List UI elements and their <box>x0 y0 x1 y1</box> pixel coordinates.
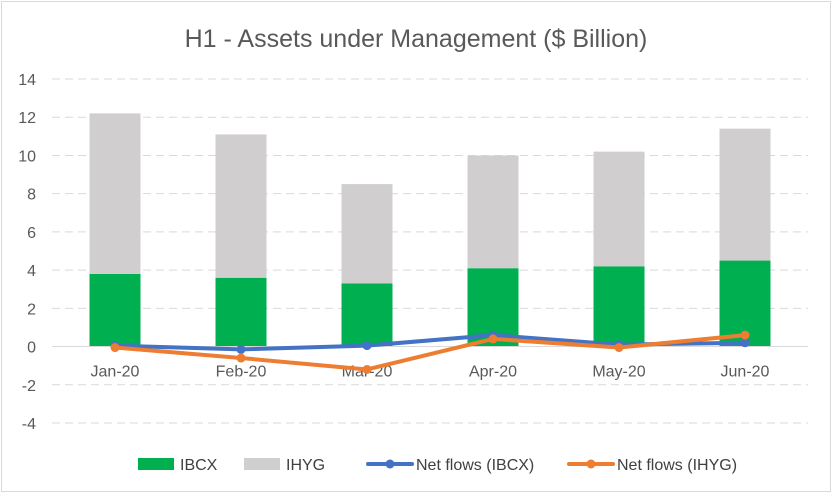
bar-ibcx <box>341 283 393 347</box>
bar-ihyg <box>215 134 267 278</box>
y-tick-label: 8 <box>27 187 36 204</box>
y-tick-label: 0 <box>27 340 36 357</box>
legend-label: IBCX <box>180 457 218 474</box>
bar-ihyg <box>341 184 393 284</box>
y-axis-ticks: -4 -2 0 2 4 6 8 10 12 14 <box>18 72 36 433</box>
bar-ihyg <box>719 128 771 261</box>
net-flow-lines <box>110 330 750 374</box>
line-net-flows-ihyg <box>113 333 747 372</box>
point-net-flows-ibcx <box>362 341 372 351</box>
x-tick-label: May-20 <box>592 364 645 381</box>
y-tick-label: 4 <box>27 263 36 280</box>
point-net-flows-ihyg <box>236 353 246 363</box>
legend-label: IHYG <box>286 457 325 474</box>
legend-swatch <box>244 458 280 470</box>
point-net-flows-ihyg <box>740 330 750 340</box>
legend-label: Net flows (IBCX) <box>416 457 534 474</box>
x-tick-label: Jun-20 <box>721 364 770 381</box>
x-tick-label: Feb-20 <box>216 364 267 381</box>
point-net-flows-ihyg <box>110 343 120 353</box>
point-net-flows-ibcx <box>740 338 750 348</box>
bar-ihyg <box>593 151 645 267</box>
legend-swatch <box>138 458 174 470</box>
bar-ihyg <box>467 155 519 269</box>
bar-ibcx <box>89 273 141 347</box>
y-tick-label: 6 <box>27 225 36 242</box>
bar-ibcx <box>593 266 645 347</box>
legend-label: Net flows (IHYG) <box>617 457 737 474</box>
point-net-flows-ihyg <box>488 334 498 344</box>
y-tick-label: 2 <box>27 301 36 318</box>
y-tick-label: 12 <box>18 110 36 127</box>
legend: IBCX IHYG Net flows (IBCX) Net flows (IHYG) <box>138 457 737 474</box>
bar-ihyg <box>89 113 141 274</box>
x-tick-label: Apr-20 <box>469 364 517 381</box>
y-tick-label: -4 <box>22 416 36 433</box>
point-net-flows-ibcx <box>236 344 246 354</box>
bar-ibcx <box>215 277 267 347</box>
bars <box>89 113 771 347</box>
legend-marker <box>586 459 596 469</box>
y-tick-label: 10 <box>18 148 36 165</box>
line-net-flows-ibcx <box>113 333 747 352</box>
point-net-flows-ihyg <box>614 343 624 353</box>
chart-title: H1 - Assets under Management ($ Billion) <box>185 25 648 53</box>
point-net-flows-ihyg <box>362 364 372 374</box>
gridlines <box>52 78 808 424</box>
y-tick-label: 14 <box>18 72 36 89</box>
y-tick-label: -2 <box>22 378 36 395</box>
x-tick-label: Jan-20 <box>91 364 140 381</box>
legend-marker <box>385 459 395 469</box>
